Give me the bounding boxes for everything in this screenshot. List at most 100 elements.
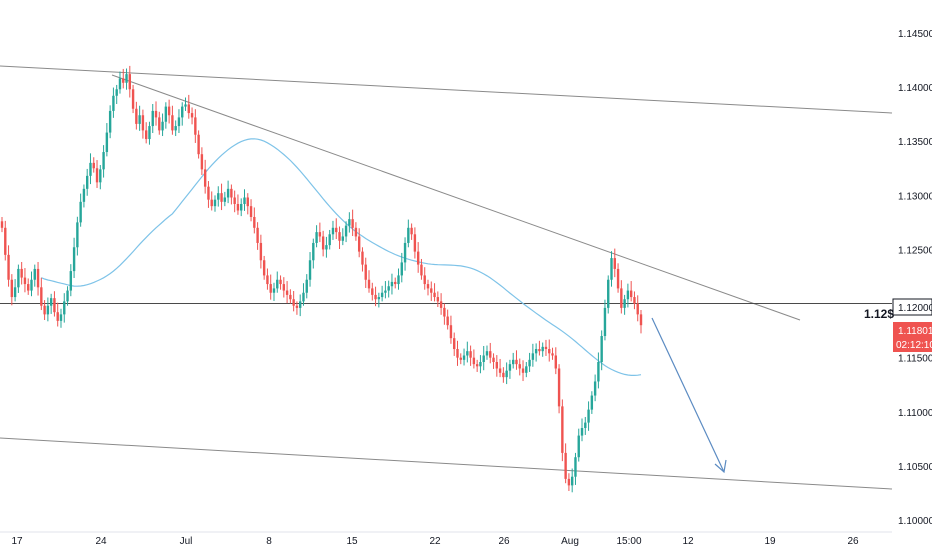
candle: [240, 198, 243, 217]
candle: [525, 361, 528, 378]
moving-average-line: [41, 138, 642, 376]
candle: [200, 147, 204, 175]
candle: [446, 309, 449, 330]
candle: [99, 165, 102, 190]
candle: [82, 184, 86, 208]
candle: [420, 258, 423, 280]
candle: [364, 257, 367, 288]
candle: [187, 94, 190, 119]
candle: [390, 273, 394, 295]
candle: [564, 443, 567, 484]
candle: [269, 274, 272, 300]
candle: [236, 194, 240, 215]
candle: [361, 247, 364, 272]
candle: [27, 278, 30, 295]
candle: [567, 473, 571, 491]
candle: [321, 230, 325, 257]
candle: [197, 130, 200, 159]
candle: [534, 343, 538, 362]
candle: [4, 220, 7, 261]
candle: [613, 248, 616, 278]
candle: [256, 222, 259, 250]
upper-channel-line[interactable]: [0, 65, 893, 114]
candlestick-series: [0, 65, 643, 493]
candle: [102, 145, 105, 178]
candle: [495, 355, 499, 377]
candle: [502, 367, 505, 383]
candle: [190, 107, 194, 125]
time-axis[interactable]: 17 24 Jul 8 15 22 26 Aug 15:00 12 19 26: [0, 531, 892, 547]
candle: [135, 101, 138, 130]
candle: [584, 416, 587, 435]
candle: [220, 183, 223, 211]
candle: [449, 315, 453, 344]
candle: [69, 264, 73, 297]
candle: [207, 181, 210, 208]
candle: [531, 343, 535, 367]
candle: [515, 350, 518, 370]
candle: [0, 216, 4, 233]
candle: [76, 216, 79, 256]
candle: [13, 279, 17, 302]
candle: [371, 282, 374, 301]
candle: [312, 238, 315, 269]
candle: [410, 223, 413, 240]
candle: [138, 105, 141, 131]
candle: [597, 352, 600, 389]
y-tick-label: 1.11500: [898, 354, 932, 365]
x-tick-label: 8: [266, 536, 272, 547]
candle: [177, 109, 181, 133]
candle: [285, 281, 289, 304]
x-tick-label: 24: [95, 536, 107, 547]
y-tick-label: 1.11000: [898, 408, 932, 419]
y-tick-label: 1.13000: [898, 191, 932, 202]
candle: [125, 68, 128, 90]
candle: [30, 271, 33, 297]
candle: [66, 286, 69, 306]
candle: [600, 330, 603, 371]
candle: [249, 199, 253, 222]
descending-trendline[interactable]: [111, 74, 801, 321]
candle: [459, 353, 462, 365]
candle: [328, 229, 331, 250]
candle: [213, 195, 217, 212]
candle: [279, 275, 282, 290]
candle: [266, 268, 269, 290]
candle: [482, 345, 485, 371]
candle: [394, 277, 397, 289]
candle: [489, 342, 492, 364]
candle: [413, 227, 417, 259]
candle: [325, 236, 328, 258]
candle: [36, 261, 40, 296]
candle: [308, 252, 312, 287]
candle: [59, 308, 63, 328]
price-labels: 1.12$ 1.12000 1.11801 02:12:10: [864, 298, 932, 352]
candle: [518, 358, 521, 376]
trendlines: [0, 65, 893, 490]
lower-channel-line[interactable]: [0, 437, 893, 490]
candle: [154, 101, 158, 126]
candle: [593, 374, 597, 402]
candle: [128, 65, 131, 98]
level-label-box: [892, 298, 932, 316]
candle: [629, 281, 633, 302]
candle: [528, 352, 531, 372]
candle: [387, 280, 390, 298]
candle: [616, 263, 620, 293]
candle: [305, 274, 308, 299]
candle: [184, 97, 187, 111]
candle: [167, 99, 171, 124]
candle: [541, 342, 544, 357]
candle: [89, 153, 92, 185]
candle: [86, 168, 89, 196]
last-price-label-box: [893, 322, 932, 352]
candle: [479, 355, 482, 374]
projection-arrow[interactable]: [651, 317, 727, 474]
candle: [521, 360, 525, 382]
candle: [485, 345, 489, 360]
x-tick-label: Jul: [180, 536, 193, 547]
candle: [492, 353, 495, 369]
candle: [344, 221, 348, 243]
price-axis[interactable]: 1.14500 1.14000 1.13500 1.13000 1.12500 1.120…: [898, 29, 932, 527]
